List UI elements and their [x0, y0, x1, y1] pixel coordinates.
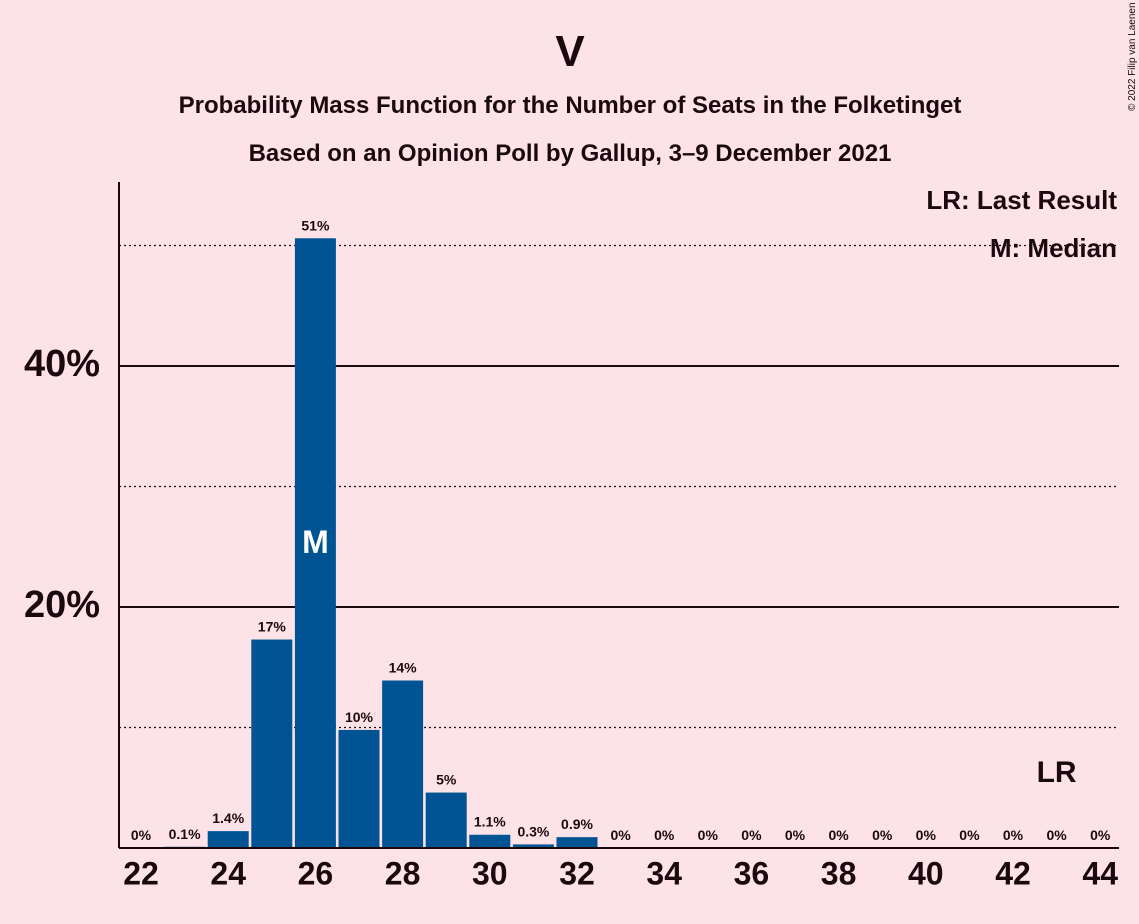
last-result-marker: LR: [1037, 756, 1077, 789]
bar-seat-30: [469, 834, 511, 848]
data-label-seat-39: 0%: [872, 827, 893, 843]
x-tick-30: 30: [472, 855, 508, 891]
chart-title: V: [555, 27, 585, 76]
data-label-seat-33: 0%: [610, 827, 631, 843]
legend-last-result: LR: Last Result: [926, 185, 1117, 215]
bar-seat-27: [338, 729, 380, 848]
data-labels: 0% 0.1% 1.4% 17% 51% M 10% 14% 5% 1.1% 0.3% 0.9% 0% 0…: [131, 217, 1111, 843]
bar-seat-29: [425, 792, 467, 848]
bar-seat-28: [382, 680, 424, 848]
x-tick-22: 22: [123, 855, 159, 891]
data-label-seat-24: 1.4%: [212, 810, 244, 826]
y-tick-20: 20%: [24, 584, 100, 626]
y-tick-40: 40%: [24, 343, 100, 385]
x-tick-28: 28: [385, 855, 421, 891]
chart-subtitle-2: Based on an Opinion Poll by Gallup, 3–9 …: [249, 140, 892, 167]
x-tick-36: 36: [734, 855, 770, 891]
bar-seat-26: [294, 238, 336, 848]
data-label-seat-26: 51%: [301, 217, 330, 233]
data-label-seat-28: 14%: [389, 660, 418, 676]
data-label-seat-38: 0%: [828, 827, 849, 843]
data-label-seat-27: 10%: [345, 709, 374, 725]
x-tick-38: 38: [821, 855, 857, 891]
data-label-seat-22: 0%: [131, 827, 152, 843]
data-label-seat-37: 0%: [785, 827, 806, 843]
x-tick-26: 26: [298, 855, 334, 891]
x-tick-40: 40: [908, 855, 944, 891]
data-label-seat-32: 0.9%: [561, 816, 593, 832]
bar-seat-24: [207, 831, 249, 848]
bars: [164, 238, 598, 848]
data-label-seat-43: 0%: [1046, 827, 1067, 843]
x-tick-34: 34: [646, 855, 682, 891]
data-label-seat-30: 1.1%: [474, 814, 506, 830]
data-label-seat-31: 0.3%: [517, 823, 549, 839]
data-label-seat-23: 0.1%: [169, 826, 201, 842]
grid-lines: [119, 244, 1119, 729]
data-label-seat-40: 0%: [916, 827, 937, 843]
bar-seat-25: [251, 639, 293, 848]
data-label-seat-42: 0%: [1003, 827, 1024, 843]
median-marker: M: [302, 524, 329, 560]
x-tick-24: 24: [210, 855, 246, 891]
bar-seat-31: [512, 844, 554, 848]
data-label-seat-35: 0%: [698, 827, 719, 843]
bar-seat-32: [556, 837, 598, 848]
copyright-notice: © 2022 Filip van Laenen: [1127, 2, 1138, 111]
x-tick-42: 42: [995, 855, 1031, 891]
data-label-seat-25: 17%: [258, 619, 287, 635]
chart-subtitle: Probability Mass Function for the Number…: [179, 92, 962, 119]
data-label-seat-44: 0%: [1090, 827, 1111, 843]
y-tick-labels: 20% 40%: [24, 343, 100, 626]
legend: LR: Last Result M: Median: [926, 185, 1117, 263]
data-label-seat-41: 0%: [959, 827, 980, 843]
data-label-seat-34: 0%: [654, 827, 675, 843]
x-tick-32: 32: [559, 855, 595, 891]
legend-median: M: Median: [990, 233, 1117, 263]
data-label-seat-36: 0%: [741, 827, 762, 843]
x-tick-44: 44: [1082, 855, 1118, 891]
data-label-seat-29: 5%: [436, 772, 457, 788]
x-tick-labels: 22 24 26 28 30 32 34 36 38 40 42 44: [123, 855, 1118, 891]
